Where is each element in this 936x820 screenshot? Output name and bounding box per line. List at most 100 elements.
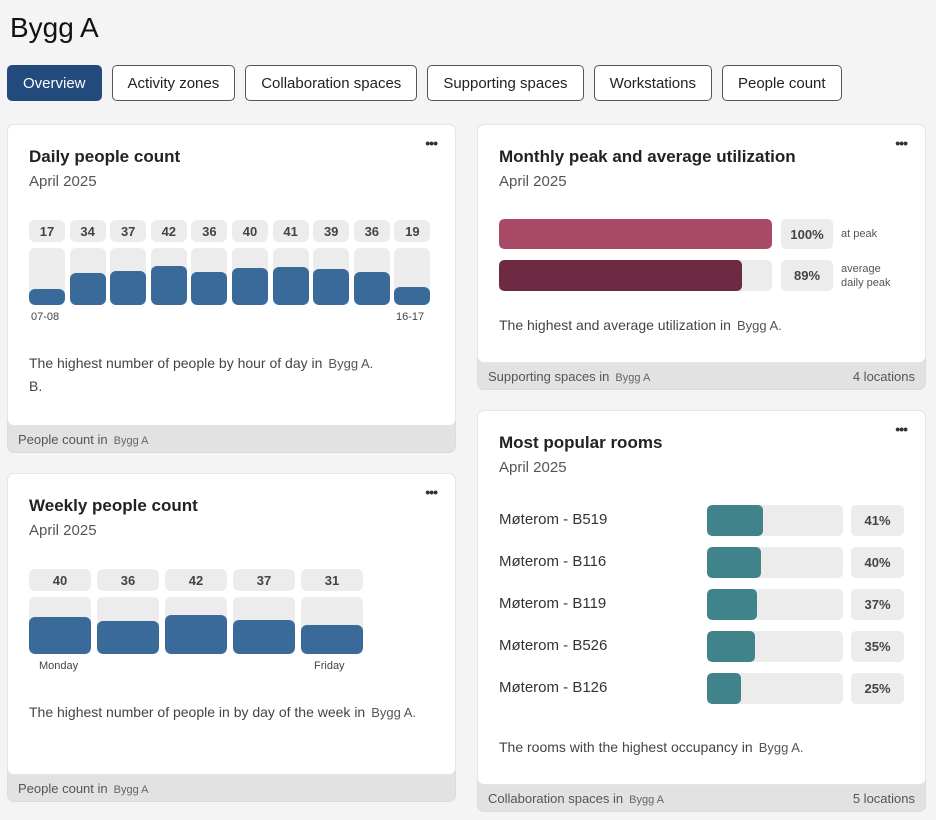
description-location: Bygg A. bbox=[758, 740, 804, 755]
column-value-label: 37 bbox=[233, 569, 295, 591]
card-footer: People count in Bygg A bbox=[18, 775, 445, 801]
column-value-label: 37 bbox=[110, 220, 147, 242]
column-value-label: 31 bbox=[301, 569, 363, 591]
column: 31 bbox=[301, 569, 363, 654]
room-name: Møterom - B119 bbox=[499, 595, 607, 612]
description-location: Bygg A. bbox=[736, 318, 782, 333]
column-bar bbox=[110, 270, 147, 305]
footer-text: Supporting spaces in bbox=[488, 368, 610, 384]
weekly-card-body: ••• Weekly people count April 2025 40 36 4… bbox=[8, 474, 455, 774]
utilization-value-badge: 89% bbox=[781, 260, 833, 291]
utilization-label: average daily peak bbox=[841, 262, 891, 290]
column-value-label: 40 bbox=[29, 569, 91, 591]
description-text: The highest and average utilization in bbox=[499, 317, 731, 333]
description-text: The highest number of people by hour of … bbox=[29, 355, 323, 371]
column-value-label: 39 bbox=[313, 220, 350, 242]
column-value-label: 19 bbox=[394, 220, 431, 242]
more-options-icon[interactable]: ••• bbox=[425, 484, 438, 500]
column-value-label: 42 bbox=[165, 569, 227, 591]
rooms-card-body: ••• Most popular rooms April 2025 Møtero… bbox=[478, 411, 925, 784]
tab-supporting-spaces[interactable]: Supporting spaces bbox=[427, 65, 584, 101]
card-subtitle: April 2025 bbox=[499, 173, 567, 190]
room-occupancy-badge: 25% bbox=[851, 673, 904, 704]
description-continuation: B. bbox=[29, 378, 43, 394]
monthly-card-body: ••• Monthly peak and average utilization… bbox=[478, 125, 925, 362]
axis-label-first: 07-08 bbox=[31, 311, 60, 323]
footer-location: Bygg A bbox=[615, 371, 651, 384]
tab-workstations[interactable]: Workstations bbox=[593, 65, 712, 101]
tab-activity-zones[interactable]: Activity zones bbox=[111, 65, 236, 101]
column: 40 bbox=[29, 569, 91, 654]
column-value-label: 41 bbox=[272, 220, 309, 242]
column: 17 bbox=[29, 220, 65, 305]
column-track bbox=[313, 248, 350, 305]
card-title: Monthly peak and average utilization bbox=[499, 147, 796, 166]
utilization-bar-peak bbox=[499, 219, 772, 249]
column: 36 bbox=[97, 569, 159, 654]
column-bar bbox=[301, 625, 363, 654]
column-bar bbox=[97, 620, 159, 654]
card-footer: Supporting spaces in Bygg A 4 locations bbox=[488, 363, 915, 389]
room-occupancy-badge: 37% bbox=[851, 589, 904, 620]
tab-people-count[interactable]: People count bbox=[721, 65, 842, 101]
column-bar bbox=[191, 271, 228, 305]
room-occupancy-fill bbox=[707, 505, 763, 536]
card-description: The highest number of people by hour of … bbox=[29, 352, 373, 398]
tab-overview[interactable]: Overview bbox=[7, 65, 102, 101]
card-description: The highest number of people in by day o… bbox=[29, 701, 416, 724]
card-subtitle: April 2025 bbox=[29, 522, 97, 539]
column-track bbox=[353, 248, 390, 305]
column: 42 bbox=[165, 569, 227, 654]
column-value-label: 42 bbox=[150, 220, 187, 242]
column-bar bbox=[29, 616, 91, 654]
room-occupancy-fill bbox=[707, 589, 758, 620]
monthly-utilization-card: ••• Monthly peak and average utilization… bbox=[478, 125, 925, 389]
tab-bar: Overview Activity zones Collaboration sp… bbox=[7, 65, 842, 101]
column-value-label: 17 bbox=[29, 220, 65, 242]
room-name: Møterom - B526 bbox=[499, 637, 608, 654]
room-occupancy-bar bbox=[707, 589, 843, 620]
utilization-bar-fill bbox=[499, 260, 742, 291]
footer-text: Collaboration spaces in bbox=[488, 790, 624, 806]
card-title: Most popular rooms bbox=[499, 433, 663, 452]
column-value-label: 34 bbox=[69, 220, 106, 242]
room-name: Møterom - B519 bbox=[499, 511, 608, 528]
utilization-label-line: daily peak bbox=[841, 277, 891, 289]
card-title: Daily people count bbox=[29, 147, 181, 166]
description-location: Bygg A. bbox=[328, 356, 374, 371]
column: 42 bbox=[150, 220, 187, 305]
column: 37 bbox=[233, 569, 295, 654]
column: 34 bbox=[69, 220, 106, 305]
more-options-icon[interactable]: ••• bbox=[895, 135, 908, 151]
column-track bbox=[301, 597, 363, 654]
tab-collaboration-spaces[interactable]: Collaboration spaces bbox=[245, 65, 418, 101]
card-footer: People count in Bygg A bbox=[18, 426, 445, 452]
more-options-icon[interactable]: ••• bbox=[895, 421, 908, 437]
footer-text: People count in bbox=[18, 780, 108, 796]
column-value-label: 36 bbox=[191, 220, 228, 242]
weekly-people-count-card: ••• Weekly people count April 2025 40 36 4… bbox=[8, 474, 455, 801]
utilization-label-line: average bbox=[841, 263, 881, 275]
card-description: The rooms with the highest occupancy in B… bbox=[499, 736, 804, 759]
column-bar bbox=[165, 615, 227, 654]
room-occupancy-bar bbox=[707, 673, 843, 704]
column-bar bbox=[353, 271, 390, 305]
page-title: Bygg A bbox=[10, 12, 99, 43]
card-subtitle: April 2025 bbox=[29, 173, 97, 190]
footer-location: Bygg A bbox=[629, 793, 664, 806]
column-track bbox=[233, 597, 295, 654]
column-bar bbox=[233, 619, 295, 654]
daily-people-count-card: ••• Daily people count April 2025 17 34 37… bbox=[8, 125, 455, 452]
column-value-label: 36 bbox=[97, 569, 159, 591]
footer-location-count: 4 locations bbox=[852, 368, 915, 384]
footer-text: People count in bbox=[18, 431, 108, 447]
column-bar bbox=[313, 268, 350, 305]
column-track bbox=[232, 248, 268, 305]
column-bar bbox=[69, 273, 106, 305]
footer-location: Bygg A bbox=[113, 783, 149, 796]
description-location: Bygg A. bbox=[371, 705, 417, 720]
footer-location-count: 5 locations bbox=[852, 790, 915, 806]
more-options-icon[interactable]: ••• bbox=[425, 135, 438, 151]
utilization-label: at peak bbox=[841, 228, 878, 240]
card-description: The highest and average utilization in By… bbox=[499, 314, 782, 337]
